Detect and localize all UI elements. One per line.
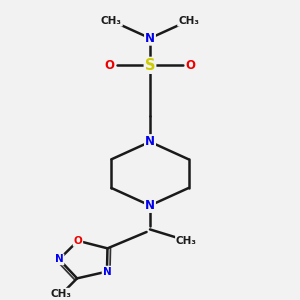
Text: CH₃: CH₃ [101,16,122,26]
Text: CH₃: CH₃ [176,236,197,246]
Text: O: O [104,59,114,72]
Text: N: N [55,254,64,264]
Text: N: N [145,135,155,148]
Text: N: N [145,135,155,148]
Text: CH₃: CH₃ [178,16,199,26]
Text: S: S [145,58,155,73]
Text: O: O [186,59,196,72]
Text: N: N [103,267,111,277]
Text: N: N [145,32,155,45]
Text: O: O [74,236,82,246]
Text: CH₃: CH₃ [50,289,71,299]
Text: N: N [145,199,155,212]
